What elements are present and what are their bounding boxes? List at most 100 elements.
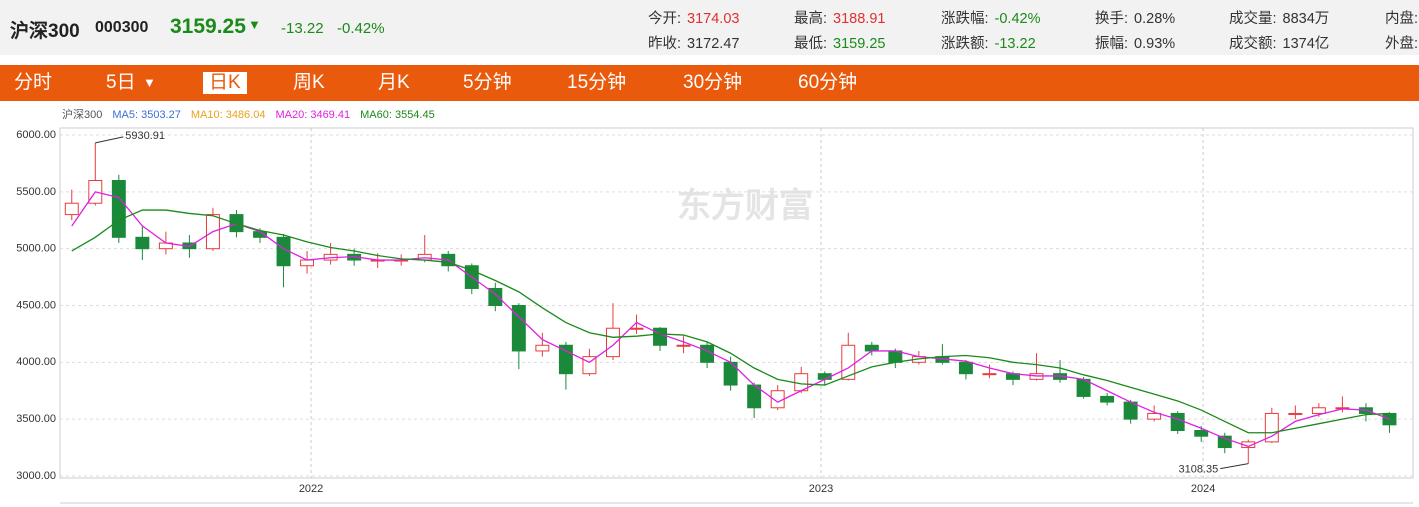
x-tick-label: 2023 [809,483,833,495]
candle-body [723,361,738,386]
y-tick-label: 6000.00 [16,129,56,141]
ma-line [71,209,1390,434]
stat-label: 最高: [794,11,828,27]
candle-body [300,259,315,267]
y-tick-label: 5000.00 [16,243,56,255]
stat-value: -0.42% [994,11,1041,27]
index-name: 沪深300 [10,21,80,42]
candle-body [676,344,691,347]
tab[interactable]: 月K [378,72,410,93]
stat-value: 0.93% [1134,36,1176,52]
tab[interactable]: 5日 [106,72,136,93]
tab[interactable]: 15分钟 [567,72,627,93]
stat: 内盘: [1385,7,1418,28]
annotation-arrow [95,136,124,144]
stat: 昨收: 3172.47 [648,32,739,53]
price: 3159.25 [170,15,246,38]
candle-body [1170,412,1185,432]
candle-body [1311,407,1326,414]
candle-body [629,327,644,330]
stat-label: 最低: [794,36,828,52]
stat-value: 0.28% [1134,11,1176,27]
legend-entry: MA20: 3469.41 [275,109,350,121]
stat-label: 涨跌额: [941,36,989,52]
candle-body [958,361,973,375]
stat-value: 3172.47 [687,36,740,52]
candle-body [535,344,550,352]
candle-body [1100,395,1115,403]
tab[interactable]: 周K [293,72,325,93]
candle-body [1194,430,1209,437]
down-arrow: ▼ [248,17,261,32]
stat: 最高: 3188.91 [794,7,885,28]
stat-label: 振幅: [1095,36,1129,52]
candle-body [511,305,526,352]
stat: 今开: 3174.03 [648,7,739,28]
quote-header: 沪深300 000300 3159.25 ▼ -13.22 -0.42% 今开:… [0,0,1419,55]
legend-entry: MA10: 3486.04 [191,109,266,121]
dropdown-icon: ▼ [143,75,156,90]
low-annotation: 3108.35 [1179,464,1219,476]
candle-body [982,373,997,376]
stat-value: -13.22 [994,36,1036,52]
stat-label: 涨跌幅: [941,11,989,27]
stat-value: 8834万 [1282,11,1330,27]
candle-body [1217,435,1232,449]
stat-value: 1374亿 [1282,36,1330,52]
stat-label: 成交量: [1229,11,1277,27]
chart: 东方财富 3000.00 3500.00 4000.00 4500.00 5000.00 5… [16,107,1414,504]
candle-body [558,344,573,375]
period-tabs: 分时 5日 ▼ 日K 周K 月K 5分钟 15分钟 30分钟 60分钟 [0,65,1419,101]
candle-body [605,327,620,358]
stat-label: 外盘: [1385,36,1419,52]
legend-entry: MA5: 3503.27 [112,109,181,121]
stat: 换手: 0.28% [1095,7,1175,28]
y-tick-label: 5500.00 [16,186,56,198]
stat: 成交量: 8834万 [1229,7,1329,28]
tab[interactable]: 5分钟 [463,72,512,93]
candle-body [135,236,150,250]
y-tick-label: 4000.00 [16,356,56,368]
candle-body [488,287,503,306]
stat-label: 成交额: [1229,36,1277,52]
stat-label: 昨收: [648,36,682,52]
stat-label: 今开: [648,11,682,27]
stat-label: 换手: [1095,11,1129,27]
y-tick-label: 3000.00 [16,470,56,482]
y-tick-label: 3500.00 [16,413,56,425]
stat: 振幅: 0.93% [1095,32,1175,53]
stat: 成交额: 1374亿 [1229,32,1329,53]
index-code: 000300 [95,19,149,36]
candle-body [653,327,667,346]
stat: 外盘: [1385,32,1418,53]
tab[interactable]: 分时 [14,72,53,93]
change-pct: -0.42% [337,20,385,37]
stat-value: 3188.91 [833,11,886,27]
stat-value: 3159.25 [833,36,886,52]
ma-line [71,191,1390,448]
legend-entry: 沪深300 [62,107,102,121]
stat: 最低: 3159.25 [794,32,885,53]
x-tick-label: 2022 [299,483,323,495]
change: -13.22 [281,20,324,37]
stat: 涨跌幅: -0.42% [941,7,1040,28]
candle-body [864,344,879,352]
legend-entry: MA60: 3554.45 [360,109,435,121]
candle-body [111,180,126,238]
tab[interactable]: 日K [203,72,247,94]
candle-body [64,202,79,216]
tab[interactable]: 30分钟 [683,72,743,93]
candle-body [1147,412,1162,420]
x-tick-label: 2024 [1191,483,1215,495]
candle-body [841,344,856,380]
tab[interactable]: 60分钟 [798,72,858,93]
candle-body [1288,412,1303,415]
y-tick-label: 4500.00 [16,299,56,311]
plot-frame [59,127,1414,479]
watermark: 东方财富 [677,186,813,225]
stat-value: 3174.03 [687,11,740,27]
high-annotation: 5930.91 [125,130,165,142]
stat-label: 内盘: [1385,11,1419,27]
annotation-arrow [1220,463,1249,470]
